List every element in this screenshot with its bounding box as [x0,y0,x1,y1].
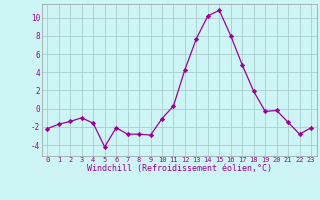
X-axis label: Windchill (Refroidissement éolien,°C): Windchill (Refroidissement éolien,°C) [87,164,272,173]
